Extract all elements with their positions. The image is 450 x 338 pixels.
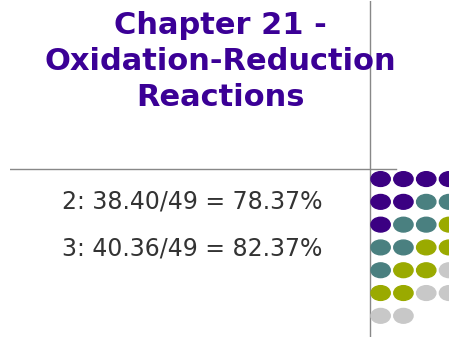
Circle shape [371,286,390,300]
Text: 3: 40.36/49 = 82.37%: 3: 40.36/49 = 82.37% [63,236,323,260]
Circle shape [439,194,450,209]
Circle shape [394,194,413,209]
Circle shape [394,263,413,277]
Circle shape [417,172,436,187]
Circle shape [439,286,450,300]
Circle shape [439,263,450,277]
Circle shape [417,263,436,277]
Circle shape [371,309,390,323]
Circle shape [439,217,450,232]
Circle shape [417,194,436,209]
Circle shape [394,240,413,255]
Circle shape [394,309,413,323]
Circle shape [394,217,413,232]
Circle shape [439,172,450,187]
Circle shape [371,263,390,277]
Text: Chapter 21 -
Oxidation-Reduction
Reactions: Chapter 21 - Oxidation-Reduction Reactio… [45,11,396,112]
Circle shape [394,172,413,187]
Circle shape [371,240,390,255]
Circle shape [394,286,413,300]
Circle shape [371,217,390,232]
Text: 2: 38.40/49 = 78.37%: 2: 38.40/49 = 78.37% [63,189,323,213]
Circle shape [417,240,436,255]
Circle shape [371,172,390,187]
Circle shape [417,217,436,232]
Circle shape [371,194,390,209]
Circle shape [439,240,450,255]
Circle shape [417,286,436,300]
